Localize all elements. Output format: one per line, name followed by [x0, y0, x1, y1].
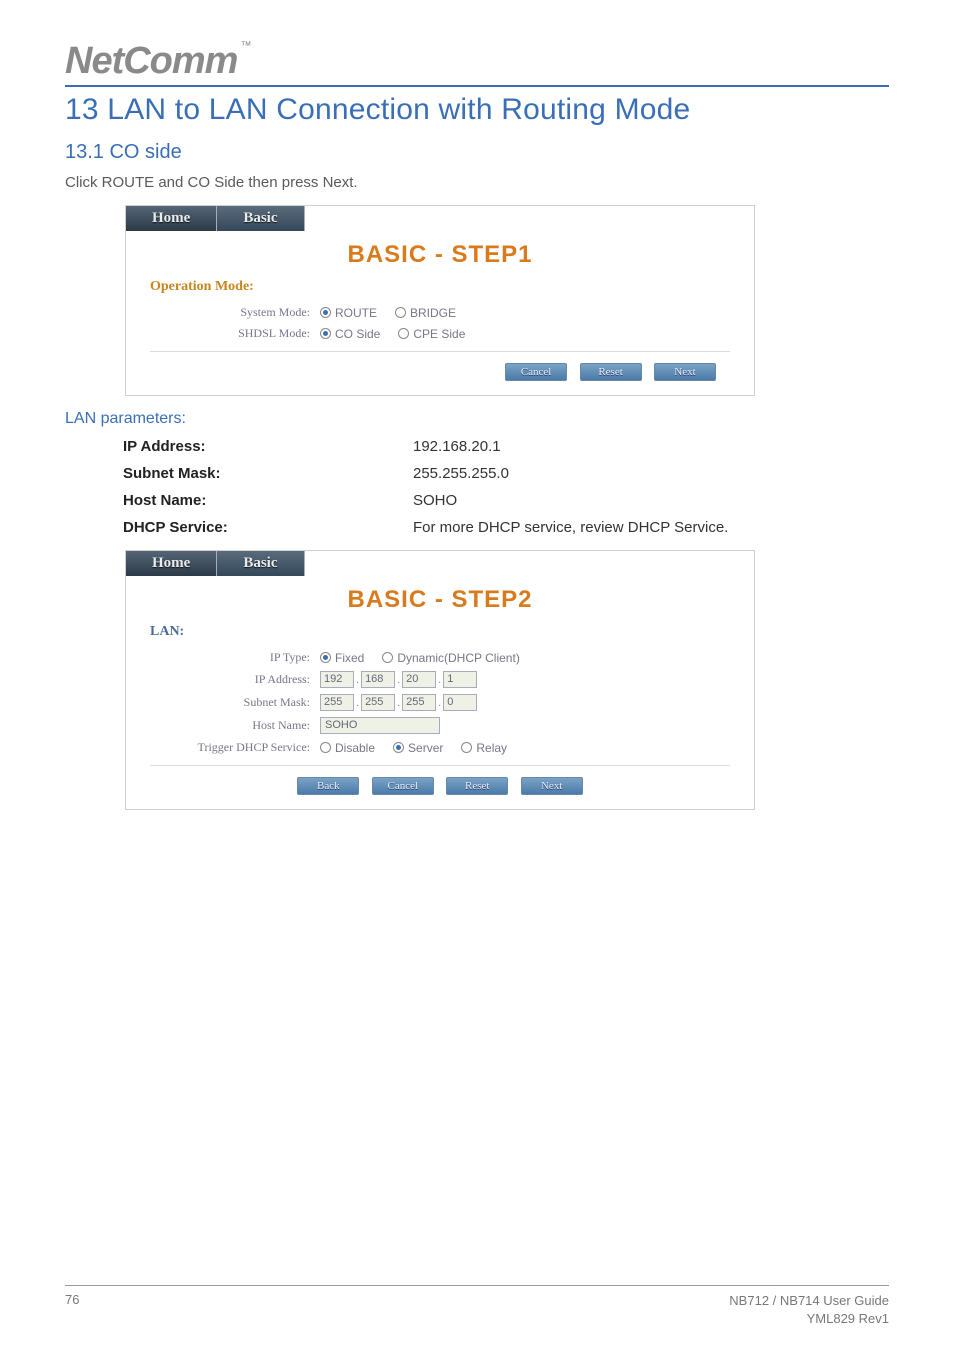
lan-section-label: LAN:: [150, 624, 730, 640]
subnet-octet-4[interactable]: 0: [443, 694, 477, 711]
radio-bridge[interactable]: [395, 307, 406, 318]
host-form-label: Host Name:: [150, 718, 320, 733]
dhcp-service-label: DHCP Service:: [123, 519, 413, 536]
tab-basic-2[interactable]: Basic: [217, 551, 304, 576]
dhcp-service-value: For more DHCP service, review DHCP Servi…: [413, 519, 728, 536]
screenshot-step1: Home Basic BASIC - STEP1 Operation Mode:…: [125, 205, 755, 396]
ip-octet-1[interactable]: 192: [320, 671, 354, 688]
screenshot-step2: Home Basic BASIC - STEP2 LAN: IP Type: F…: [125, 550, 755, 810]
intro-text: Click ROUTE and CO Side then press Next.: [65, 174, 889, 191]
radio-dhcp-server-label: Server: [408, 741, 443, 755]
radio-co-label: CO Side: [335, 327, 380, 341]
reset-button-2[interactable]: Reset: [446, 777, 508, 795]
ip-type-label: IP Type:: [150, 650, 320, 665]
host-name-value: SOHO: [413, 492, 457, 509]
radio-dhcp-disable[interactable]: [320, 742, 331, 753]
shdsl-mode-label: SHDSL Mode:: [150, 326, 320, 341]
radio-dynamic[interactable]: [382, 652, 393, 663]
section-title: 13 LAN to LAN Connection with Routing Mo…: [65, 93, 889, 127]
subsection-title: 13.1 CO side: [65, 141, 889, 164]
ip-octet-3[interactable]: 20: [402, 671, 436, 688]
radio-cpe-side[interactable]: [398, 328, 409, 339]
page-number: 76: [65, 1292, 79, 1328]
next-button-2[interactable]: Next: [521, 777, 583, 795]
radio-dhcp-relay[interactable]: [461, 742, 472, 753]
ip-octet-4[interactable]: 1: [443, 671, 477, 688]
cancel-button[interactable]: Cancel: [505, 363, 567, 381]
trademark: ™: [240, 40, 251, 52]
radio-dhcp-disable-label: Disable: [335, 741, 375, 755]
ip-address-form-label: IP Address:: [150, 672, 320, 687]
cancel-button-2[interactable]: Cancel: [372, 777, 434, 795]
radio-dhcp-server[interactable]: [393, 742, 404, 753]
ip-address-value: 192.168.20.1: [413, 438, 501, 455]
radio-fixed-label: Fixed: [335, 651, 364, 665]
subnet-octet-3[interactable]: 255: [402, 694, 436, 711]
footer-divider: [65, 1285, 889, 1286]
radio-bridge-label: BRIDGE: [410, 306, 456, 320]
step1-divider: [150, 351, 730, 352]
subnet-mask-label: Subnet Mask:: [123, 465, 413, 482]
guide-title: NB712 / NB714 User Guide: [729, 1292, 889, 1310]
step2-heading: BASIC - STEP2: [150, 586, 730, 614]
brand-logo: NetComm: [65, 40, 237, 83]
tab-basic[interactable]: Basic: [217, 206, 304, 231]
radio-route[interactable]: [320, 307, 331, 318]
step2-divider: [150, 765, 730, 766]
subnet-mask-value: 255.255.255.0: [413, 465, 509, 482]
trigger-dhcp-label: Trigger DHCP Service:: [150, 740, 320, 755]
radio-fixed[interactable]: [320, 652, 331, 663]
ip-octet-2[interactable]: 168: [361, 671, 395, 688]
page-footer: 76 NB712 / NB714 User Guide YML829 Rev1: [0, 1285, 954, 1328]
reset-button[interactable]: Reset: [580, 363, 642, 381]
next-button[interactable]: Next: [654, 363, 716, 381]
operation-mode-label: Operation Mode:: [150, 279, 730, 295]
radio-dhcp-relay-label: Relay: [476, 741, 507, 755]
tab-home[interactable]: Home: [126, 206, 217, 231]
back-button[interactable]: Back: [297, 777, 359, 795]
radio-cpe-label: CPE Side: [413, 327, 465, 341]
tab-home-2[interactable]: Home: [126, 551, 217, 576]
subnet-form-label: Subnet Mask:: [150, 695, 320, 710]
radio-route-label: ROUTE: [335, 306, 377, 320]
header-divider: [65, 85, 889, 87]
param-table: IP Address: 192.168.20.1 Subnet Mask: 25…: [123, 438, 889, 536]
guide-rev: YML829 Rev1: [729, 1310, 889, 1328]
radio-co-side[interactable]: [320, 328, 331, 339]
ip-address-label: IP Address:: [123, 438, 413, 455]
subnet-octet-2[interactable]: 255: [361, 694, 395, 711]
radio-dynamic-label: Dynamic(DHCP Client): [397, 651, 519, 665]
host-name-input[interactable]: SOHO: [320, 717, 440, 734]
lan-parameters-heading: LAN parameters:: [65, 410, 889, 428]
system-mode-label: System Mode:: [150, 305, 320, 320]
subnet-octet-1[interactable]: 255: [320, 694, 354, 711]
step1-heading: BASIC - STEP1: [150, 241, 730, 269]
host-name-label: Host Name:: [123, 492, 413, 509]
